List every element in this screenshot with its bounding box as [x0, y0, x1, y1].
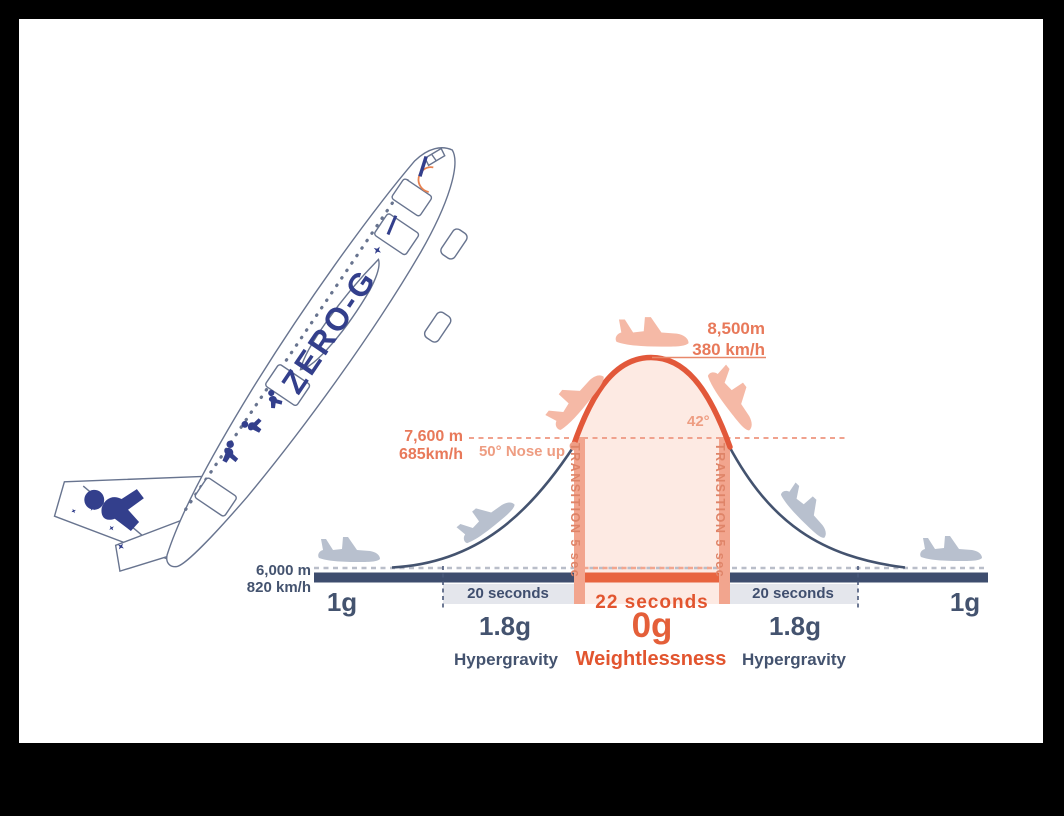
transition-altitude-label: 7,600 m [404, 428, 463, 445]
exit-g-label: 1g [949, 587, 981, 617]
hypergravity-duration-left: 20 seconds [467, 585, 549, 602]
aircraft-silhouette-icon [777, 479, 840, 541]
zero-g-aircraft-drawing: ZERO-G [53, 147, 468, 573]
climb-curve [391, 445, 576, 569]
hypergravity-duration-right: 20 seconds [752, 585, 834, 602]
entry-g-label: 1g [326, 587, 358, 617]
peak-altitude-label: 8,500m [707, 319, 765, 338]
cabin-door [391, 178, 433, 217]
cockpit-windows [424, 147, 446, 167]
wing [299, 258, 380, 371]
cabin-door [194, 477, 237, 517]
aircraft-silhouette-icon [453, 487, 517, 547]
hypergravity-band-right [729, 584, 858, 604]
cabin-door [374, 213, 420, 256]
transition-label-left: TRANSITION 5 sec [568, 443, 582, 579]
transition-column-left [574, 437, 585, 604]
hypergravity-g-left: 1.8g [478, 611, 532, 641]
cabin-door [265, 364, 311, 407]
hypergravity-phase-right: Hypergravity [742, 650, 846, 669]
base-altitude-label: 6,000 m [255, 562, 311, 579]
hypergravity-band-left [443, 584, 574, 604]
descent-curve [727, 445, 906, 569]
weightless-timeline-bar [574, 572, 730, 583]
hypergravity-g-right: 1.8g [768, 611, 822, 641]
infographic-panel [19, 19, 1043, 743]
far-engine [440, 228, 468, 260]
peak-speed-label: 380 km/h [692, 340, 765, 359]
transition-label-right: TRANSITION 5 sec [713, 443, 727, 579]
hypergravity-phase-left: Hypergravity [454, 650, 558, 669]
transition-speed-label: 685km/h [398, 446, 463, 463]
nose-up-angle-label: 50° Nose up [478, 443, 565, 460]
pullout-angle-label: 42° [687, 413, 710, 430]
weightless-phase: Weightlessness [575, 648, 727, 670]
aircraft-silhouette-icon [920, 536, 982, 561]
transition-column-right [719, 437, 730, 604]
far-engine [423, 311, 452, 343]
weightless-g: 0g [631, 606, 673, 645]
nose-title-mark [418, 155, 428, 177]
nose-up-point-marker [569, 441, 579, 451]
aircraft-silhouette-icon [318, 537, 380, 562]
base-speed-label: 820 km/h [246, 579, 311, 596]
nose-title-mark [386, 215, 398, 236]
weightless-duration: 22 seconds [595, 592, 709, 613]
nose-swoosh-logo [417, 166, 434, 193]
weightless-zone-fill [574, 358, 729, 604]
parabola-diagram [314, 317, 988, 608]
parabola-curve [570, 354, 733, 450]
window-dots [184, 176, 411, 511]
